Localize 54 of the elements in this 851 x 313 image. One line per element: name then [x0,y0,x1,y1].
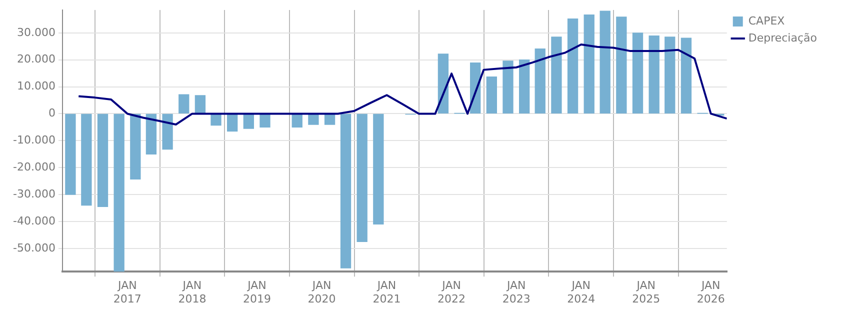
bar [486,76,497,114]
bar [373,114,384,225]
bar [438,54,449,114]
y-tick-label: 10.000 [16,80,56,93]
bar [519,60,530,114]
bar [292,114,302,128]
y-tick-label: -30.000 [12,187,56,200]
y-tick-label: -40.000 [12,214,56,228]
x-tick-label: JAN 2026 [696,279,725,306]
x-tick-label: JAN 2025 [632,279,660,306]
bar [243,114,254,129]
bar [324,114,336,125]
bar [584,14,594,114]
bar [81,114,92,206]
bar [502,60,514,114]
bar [308,114,319,125]
bar [567,18,578,114]
y-tick-label: 30.000 [16,26,56,39]
bar [340,114,352,268]
bar [162,114,173,150]
x-tick-label: JAN 2022 [438,279,466,306]
bar [146,114,157,154]
bar [227,114,238,132]
y-tick-label: -20.000 [12,160,56,174]
bar [130,114,141,180]
y-tick-label: -10.000 [12,134,56,147]
x-tick-label: JAN 2020 [308,279,336,306]
bar [551,36,562,114]
x-tick-label: JAN 2024 [567,279,596,306]
bar [65,114,76,195]
x-tick-label: JAN 2021 [372,279,401,306]
bar [210,114,222,126]
bar [178,94,190,114]
bar [97,114,108,207]
x-tick-label: JAN 2017 [113,279,142,306]
bar [534,48,546,114]
x-tick-label: JAN 2018 [178,279,206,306]
legend-label: CAPEX [748,14,786,28]
bar [632,32,644,114]
x-tick-label: JAN 2023 [502,279,530,306]
bar [356,114,368,242]
bar [664,36,676,114]
bar [600,10,610,114]
bar [680,38,692,114]
bar [114,114,124,272]
x-tick-label: JAN 2019 [243,279,272,306]
y-tick-label: 20.000 [16,52,56,66]
bar [260,114,270,128]
bar [194,95,206,114]
bar [616,16,627,114]
y-tick-label: 0 [48,106,56,120]
y-tick-label: -50.000 [12,241,56,254]
legend-label: Depreciação [748,31,818,44]
bar [648,36,660,114]
